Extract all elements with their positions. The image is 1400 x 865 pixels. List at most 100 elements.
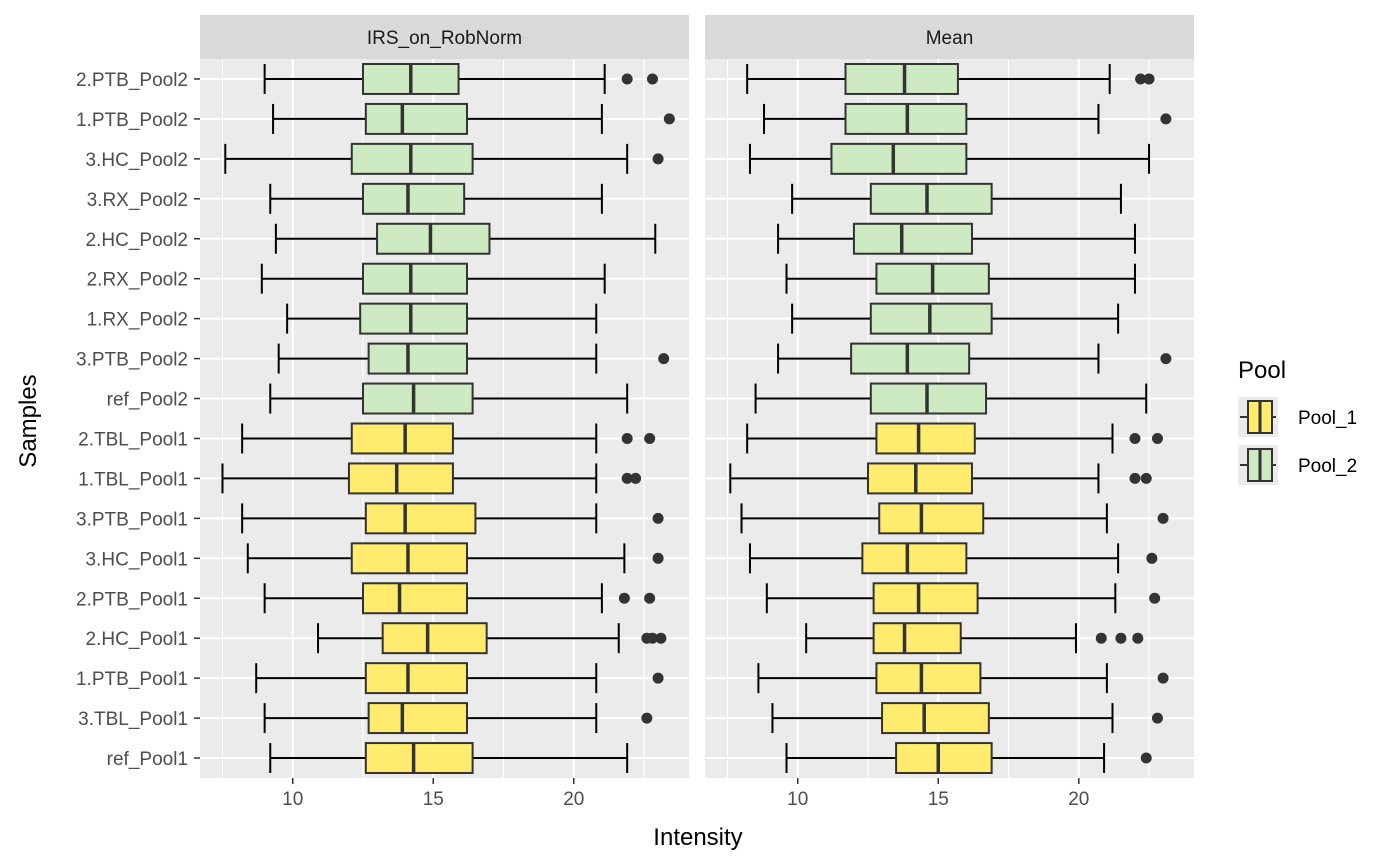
x-tick-label: 20 xyxy=(563,789,584,810)
box-1.PTB_Pool2 xyxy=(272,102,675,135)
y-tick-label: 2.HC_Pool2 xyxy=(86,230,188,251)
y-tick-label: 2.HC_Pool1 xyxy=(86,629,188,650)
outlier-point xyxy=(1160,353,1172,365)
box-2.PTB_Pool2 xyxy=(263,62,658,95)
iqr-box xyxy=(367,702,468,735)
iqr-box xyxy=(359,302,468,335)
iqr-box xyxy=(852,222,973,255)
outlier-point xyxy=(1143,73,1155,85)
legend-label: Pool_2 xyxy=(1298,456,1357,477)
box-2.RX_Pool2 xyxy=(785,262,1136,295)
box-3.RX_Pool2 xyxy=(269,182,603,215)
box-1.RX_Pool2 xyxy=(791,302,1120,335)
panel-1: IRS_on_RobNorm 10 15 20 xyxy=(200,15,689,810)
outlier-point xyxy=(1151,712,1163,724)
x-tick-label: 15 xyxy=(423,789,444,810)
box-3.HC_Pool1 xyxy=(748,542,1158,575)
box-3.TBL_Pool1 xyxy=(263,702,653,735)
iqr-box xyxy=(844,62,959,95)
box-3.PTB_Pool2 xyxy=(277,342,670,375)
iqr-box xyxy=(364,662,468,695)
legend: Pool Pool_1 Pool_2 xyxy=(1238,357,1357,485)
iqr-box xyxy=(347,462,454,495)
box-ref_Pool2 xyxy=(754,382,1148,415)
x-tick-label: 10 xyxy=(282,789,303,810)
box-ref_Pool1 xyxy=(269,742,629,775)
outlier-point xyxy=(641,712,653,724)
iqr-box xyxy=(364,502,477,535)
box-2.RX_Pool2 xyxy=(260,262,606,295)
y-tick-label: 1.PTB_Pool1 xyxy=(76,669,188,690)
y-tick-label: 2.RX_Pool2 xyxy=(87,270,188,291)
box-ref_Pool2 xyxy=(269,382,629,415)
iqr-box xyxy=(878,502,985,535)
y-tick-label: 2.PTB_Pool1 xyxy=(76,589,188,610)
y-tick-label: 1.TBL_Pool1 xyxy=(78,469,188,490)
iqr-box xyxy=(364,742,474,775)
outlier-point xyxy=(621,472,633,484)
box-1.TBL_Pool1 xyxy=(729,462,1152,495)
panels-layer: IRS_on_RobNorm 10 15 20 Mean 10 15 20 xyxy=(200,15,1194,810)
iqr-box xyxy=(895,742,993,775)
y-tick-label: 3.RX_Pool2 xyxy=(87,190,188,211)
iqr-box xyxy=(872,622,962,655)
outlier-point xyxy=(663,113,675,125)
y-tick-label: 3.TBL_Pool1 xyxy=(78,709,188,730)
box-2.TBL_Pool1 xyxy=(746,422,1163,455)
x-tick-label: 10 xyxy=(787,789,808,810)
panel-strip xyxy=(200,15,689,59)
iqr-box xyxy=(350,422,454,455)
box-1.RX_Pool2 xyxy=(286,302,598,335)
iqr-box xyxy=(364,102,468,135)
box-3.PTB_Pool2 xyxy=(777,342,1172,375)
box-2.PTB_Pool1 xyxy=(765,582,1161,615)
outlier-point xyxy=(644,592,656,604)
outlier-point xyxy=(1160,113,1172,125)
panel-2: Mean 10 15 20 xyxy=(705,15,1194,810)
outlier-point xyxy=(1135,73,1147,85)
outlier-point xyxy=(658,353,670,365)
iqr-box xyxy=(867,462,973,495)
iqr-box xyxy=(376,222,491,255)
outlier-point xyxy=(655,632,667,644)
box-3.HC_Pool2 xyxy=(224,142,664,175)
outlier-point xyxy=(621,432,633,444)
iqr-box xyxy=(875,422,976,455)
iqr-box xyxy=(362,262,468,295)
outlier-point xyxy=(1157,512,1169,524)
outlier-point xyxy=(652,153,664,165)
y-tick-label: 3.HC_Pool2 xyxy=(86,150,188,171)
outlier-point xyxy=(1115,632,1127,644)
box-2.HC_Pool1 xyxy=(317,622,667,655)
y-axis-title: Samples xyxy=(15,374,42,467)
outlier-point xyxy=(652,552,664,564)
box-1.PTB_Pool2 xyxy=(763,102,1172,135)
y-tick-label: 1.PTB_Pool2 xyxy=(76,110,188,131)
box-3.PTB_Pool1 xyxy=(740,502,1169,535)
outlier-point xyxy=(652,672,664,684)
outlier-point xyxy=(618,592,630,604)
iqr-box xyxy=(362,182,466,215)
y-tick-label: 3.PTB_Pool1 xyxy=(76,509,188,530)
outlier-point xyxy=(644,432,656,444)
box-1.PTB_Pool1 xyxy=(757,662,1169,695)
panel-strip xyxy=(705,15,1194,59)
legend-entry-Pool_1: Pool_1 xyxy=(1238,397,1357,437)
iqr-box xyxy=(830,142,968,175)
iqr-box xyxy=(875,662,982,695)
iqr-box xyxy=(861,542,968,575)
y-tick-label: ref_Pool1 xyxy=(107,749,188,770)
iqr-box xyxy=(869,182,993,215)
outlier-point xyxy=(646,73,658,85)
box-3.PTB_Pool1 xyxy=(241,502,664,535)
outlier-point xyxy=(1129,432,1141,444)
box-1.PTB_Pool1 xyxy=(255,662,664,695)
outlier-point xyxy=(1095,632,1107,644)
x-axis-title: Intensity xyxy=(653,824,742,851)
outlier-point xyxy=(646,632,658,644)
box-2.HC_Pool2 xyxy=(777,222,1136,255)
box-2.TBL_Pool1 xyxy=(241,422,656,455)
iqr-box xyxy=(881,702,990,735)
iqr-box xyxy=(367,342,468,375)
